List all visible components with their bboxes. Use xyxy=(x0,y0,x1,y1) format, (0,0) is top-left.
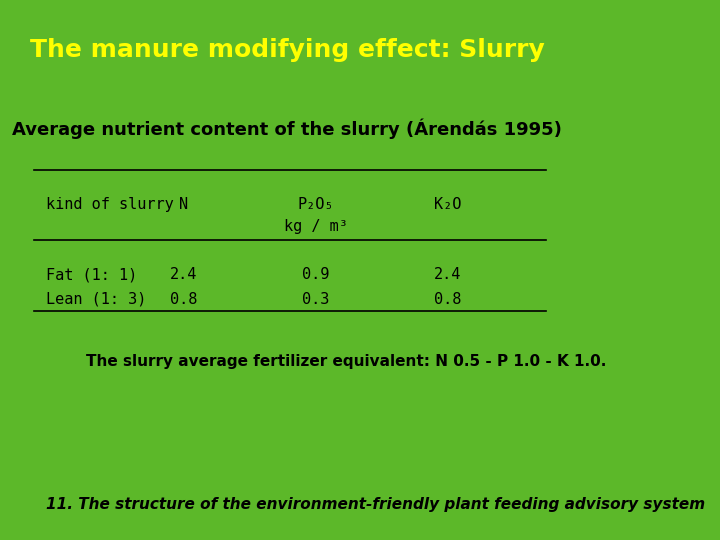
Text: kg / m³: kg / m³ xyxy=(284,219,348,234)
Text: 0.9: 0.9 xyxy=(302,267,330,282)
Text: P₂O₅: P₂O₅ xyxy=(297,197,334,212)
Text: The manure modifying effect: Slurry: The manure modifying effect: Slurry xyxy=(30,38,544,62)
Text: 2.4: 2.4 xyxy=(434,267,462,282)
Text: Lean (1: 3): Lean (1: 3) xyxy=(46,292,146,307)
Text: 0.3: 0.3 xyxy=(302,292,330,307)
Text: The slurry average fertilizer equivalent: N 0.5 - P 1.0 - K 1.0.: The slurry average fertilizer equivalent… xyxy=(86,354,606,369)
Text: 11. The structure of the environment-friendly plant feeding advisory system: 11. The structure of the environment-fri… xyxy=(46,497,705,512)
Text: N: N xyxy=(179,197,189,212)
Text: Average nutrient content of the slurry (Árendás 1995): Average nutrient content of the slurry (… xyxy=(12,119,562,139)
Text: K₂O: K₂O xyxy=(434,197,462,212)
Text: 2.4: 2.4 xyxy=(170,267,197,282)
Text: 0.8: 0.8 xyxy=(170,292,197,307)
Text: kind of slurry: kind of slurry xyxy=(46,197,174,212)
Text: Fat (1: 1): Fat (1: 1) xyxy=(46,267,138,282)
Text: 0.8: 0.8 xyxy=(434,292,462,307)
